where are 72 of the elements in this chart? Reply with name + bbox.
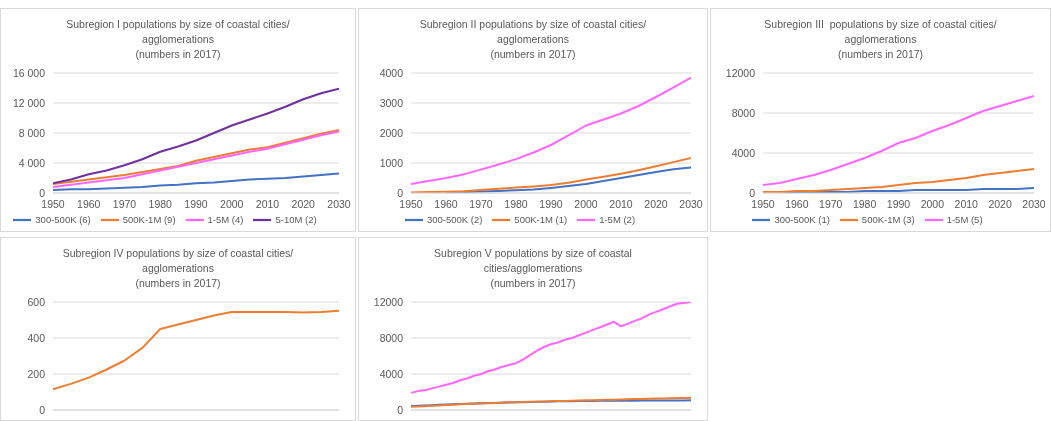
y-tick-label: 3000 <box>379 96 404 109</box>
chart-title: Subregion V populations by size of coastal cities/agglomerations (numbers in 2017) <box>433 246 633 291</box>
y-tick-label: 8 000 <box>18 126 46 139</box>
legend-label: 500K-1M (3) <box>861 213 915 225</box>
legend-label: 300-500K (2) <box>426 213 483 225</box>
x-tick-label: 2000 <box>574 198 598 211</box>
x-tick-label: 2030 <box>679 198 703 211</box>
x-tick-label: 2010 <box>255 198 280 211</box>
line-series <box>763 95 1034 186</box>
y-tick-label: 16 000 <box>12 66 46 79</box>
x-tick-label: 2020 <box>988 198 1012 211</box>
y-tick-label: 8000 <box>731 106 756 119</box>
line-series <box>763 168 1034 193</box>
y-tick-label: 200 <box>27 367 46 380</box>
y-tick-label: 2000 <box>379 126 404 139</box>
chart-title: Subregion III populations by size of coastal cities/ agglomerations (numbers in 2017) <box>763 17 998 62</box>
x-tick-label: 1990 <box>539 198 563 211</box>
legend-label: 300-500K (1) <box>774 213 830 225</box>
x-tick-label: 1970 <box>469 198 493 211</box>
x-tick-label: 1990 <box>184 198 208 211</box>
legend-label: 500K-1M (1) <box>514 213 568 225</box>
x-tick-label: 2020 <box>291 198 316 211</box>
y-tick-label: 12000 <box>373 295 404 308</box>
line-series <box>52 309 340 391</box>
y-tick-label: 0 <box>39 403 46 416</box>
x-tick-label: 1950 <box>41 198 65 211</box>
x-tick-label: 1990 <box>886 198 911 211</box>
legend-label: 1-5M (4) <box>207 213 244 225</box>
x-tick-label: 1980 <box>148 198 173 211</box>
y-tick-label: 0 <box>397 403 404 416</box>
x-tick-label: 2030 <box>1022 198 1046 211</box>
y-tick-label: 600 <box>27 295 46 308</box>
x-tick-label: 1970 <box>819 198 843 211</box>
line-series <box>410 302 692 394</box>
chart-title: Subregion IV populations by size of coastal cities/ agglomerations (numbers in 2017) <box>61 246 295 291</box>
x-tick-label: 1980 <box>504 198 528 211</box>
y-tick-label: 400 <box>27 331 46 344</box>
x-tick-label: 2020 <box>644 198 668 211</box>
x-tick-label: 1950 <box>751 198 775 211</box>
legend-label: 5-10M (2) <box>275 213 317 225</box>
y-tick-label: 0 <box>749 186 756 199</box>
x-tick-label: 1970 <box>112 198 137 211</box>
x-tick-label: 2000 <box>920 198 945 211</box>
line-series <box>411 76 691 185</box>
y-tick-label: 4000 <box>379 367 404 380</box>
y-tick-label: 4000 <box>731 146 756 159</box>
x-tick-label: 2030 <box>327 198 351 211</box>
x-tick-label: 2010 <box>954 198 979 211</box>
y-tick-label: 4 000 <box>18 156 46 169</box>
y-tick-label: 12 000 <box>12 96 46 109</box>
chart-title: Subregion I populations by size of coastal cities/ agglomerations (numbers in 2017) <box>65 17 291 62</box>
line-series <box>411 156 691 193</box>
x-tick-label: 2010 <box>609 198 633 211</box>
x-tick-label: 1960 <box>77 198 101 211</box>
x-tick-label: 1960 <box>785 198 809 211</box>
x-tick-label: 1980 <box>852 198 877 211</box>
legend-label: 1-5M (5) <box>946 213 983 225</box>
y-tick-label: 8000 <box>379 331 404 344</box>
line-series <box>53 172 339 191</box>
y-tick-label: 0 <box>39 186 46 199</box>
y-tick-label: 1000 <box>379 156 404 169</box>
y-tick-label: 0 <box>397 186 404 199</box>
x-tick-label: 2000 <box>220 198 244 211</box>
legend-label: 500K-1M (9) <box>122 213 176 225</box>
legend-label: 1-5M (2) <box>599 213 636 225</box>
y-tick-label: 4000 <box>379 66 404 79</box>
chart-title: Subregion II populations by size of coastal cities/ agglomerations (numbers in 2017) <box>418 17 648 62</box>
y-tick-label: 12000 <box>725 66 756 79</box>
line-series <box>53 87 339 185</box>
legend-label: 300-500K (6) <box>35 213 91 225</box>
x-tick-label: 1950 <box>399 198 423 211</box>
x-tick-label: 1960 <box>434 198 458 211</box>
